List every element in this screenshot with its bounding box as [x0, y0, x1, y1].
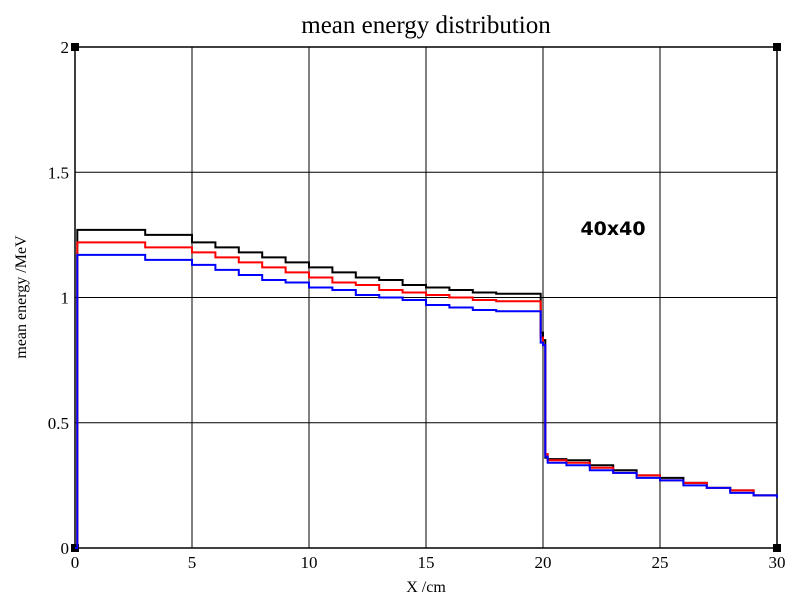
y-tick-label-0: 0: [61, 539, 70, 558]
x-tick-label-0: 0: [71, 553, 80, 572]
y-tick-label-3: 1.5: [48, 163, 69, 182]
x-tick-label-4: 20: [535, 553, 552, 572]
y-tick-label-4: 2: [61, 38, 70, 57]
plot-frame: [74, 46, 778, 549]
chart-title: mean energy distribution: [301, 12, 551, 39]
y-tick-label-1: 0.5: [48, 414, 69, 433]
x-tick-label-2: 10: [301, 553, 318, 572]
y-axis-label: mean energy /MeV: [13, 235, 30, 359]
annotation-label: 40x40: [580, 218, 645, 240]
corner-marker-3: [773, 544, 781, 552]
x-tick-label-1: 5: [188, 553, 197, 572]
tick-labels: 0 5 10 15 20 25 30 0 0.5 1 1.5 2: [48, 38, 786, 572]
grid: [74, 46, 778, 549]
series-line-2: [75, 253, 778, 549]
y-tick-label-2: 1: [61, 289, 70, 308]
x-tick-label-3: 15: [418, 553, 435, 572]
corner-marker-1: [773, 43, 781, 51]
corner-marker-0: [71, 43, 79, 51]
series-layer: [75, 228, 778, 549]
x-tick-label-5: 25: [652, 553, 669, 572]
x-tick-label-6: 30: [769, 553, 786, 572]
x-axis-label: X /cm: [406, 579, 446, 596]
